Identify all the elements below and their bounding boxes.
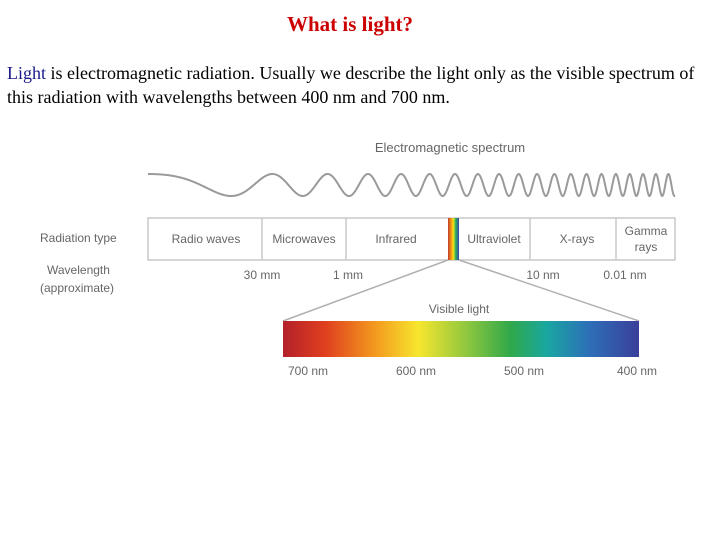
zoom-line-right — [458, 259, 640, 322]
band-infrared: Infrared — [375, 232, 416, 246]
slide-title: What is light? — [286, 12, 414, 36]
band-microwaves: Microwaves — [272, 232, 335, 246]
wavelength-approx-label: (approximate) — [40, 281, 114, 295]
visible-strip — [448, 218, 459, 260]
visible-tick-label: 500 nm — [504, 364, 544, 378]
wave-illustration — [148, 172, 676, 198]
band-table — [147, 217, 676, 261]
boundary-label: 0.01 nm — [603, 268, 646, 282]
visible-tick-label: 400 nm — [617, 364, 657, 378]
radiation-type-label: Radiation type — [40, 231, 117, 245]
band-radio-waves: Radio waves — [172, 232, 241, 246]
visible-tick-label: 600 nm — [396, 364, 436, 378]
spectrum-title: Electromagnetic spectrum — [375, 140, 525, 155]
boundary-label: 30 mm — [244, 268, 281, 282]
visible-tick-label: 700 nm — [288, 364, 328, 378]
band-gamma-rays: Gamma — [625, 224, 668, 238]
intro-text: is electromagnetic radiation. Usually we… — [7, 63, 695, 107]
band-gamma-rays-2: rays — [635, 240, 658, 254]
zoom-line-left — [282, 259, 449, 322]
boundary-label: 1 mm — [333, 268, 363, 282]
band-ultraviolet: Ultraviolet — [467, 232, 521, 246]
boundary-label: 10 nm — [526, 268, 559, 282]
visible-spectrum-bar — [283, 321, 639, 357]
band-x-rays: X-rays — [560, 232, 595, 246]
intro-paragraph: Light is electromagnetic radiation. Usua… — [7, 61, 713, 109]
visible-light-title: Visible light — [429, 302, 490, 316]
intro-keyword: Light — [7, 63, 46, 83]
wavelength-label: Wavelength — [47, 263, 110, 277]
